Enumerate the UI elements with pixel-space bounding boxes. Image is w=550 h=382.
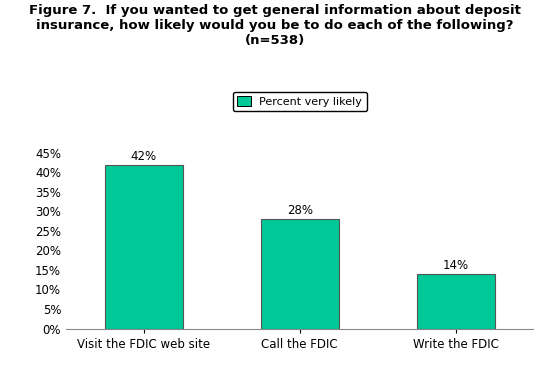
Text: 42%: 42% bbox=[131, 150, 157, 163]
Text: 28%: 28% bbox=[287, 204, 313, 217]
Text: Figure 7.  If you wanted to get general information about deposit
insurance, how: Figure 7. If you wanted to get general i… bbox=[29, 4, 521, 47]
Bar bbox=[417, 274, 494, 329]
Bar bbox=[261, 219, 339, 329]
Bar bbox=[105, 165, 183, 329]
Text: 14%: 14% bbox=[443, 259, 469, 272]
Legend: Percent very likely: Percent very likely bbox=[233, 92, 367, 111]
